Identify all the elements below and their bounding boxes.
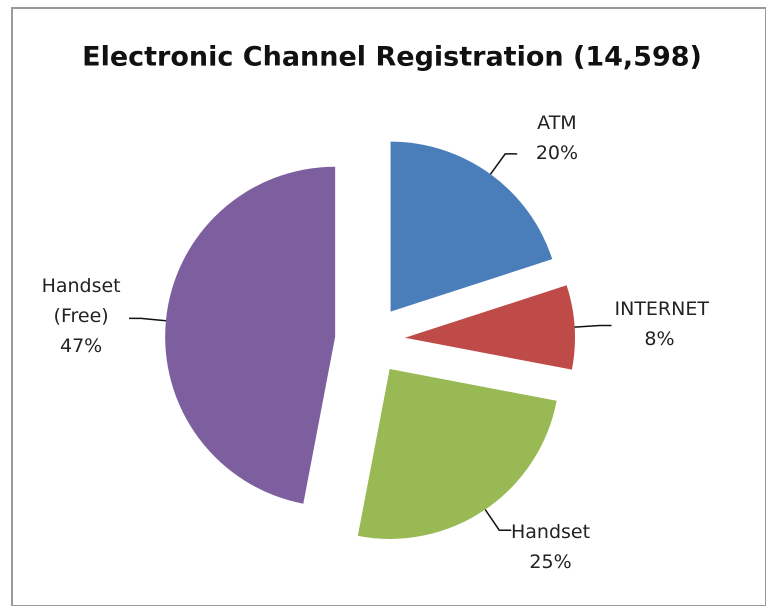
leader-line [489,153,518,175]
pie-slice [165,166,336,504]
category-label: Handset [510,520,591,543]
value-label: 20% [535,141,579,164]
chart-title: Electronic Channel Registration (14,598) [82,42,702,73]
value-label: 47% [59,335,103,358]
leader-line [574,324,612,328]
data-label: Handset (Free) 47% [21,271,141,361]
value-label: 25% [529,550,572,573]
category-label: ATM [537,111,577,134]
pie-slice [390,141,553,312]
value-label: 8% [644,328,675,351]
category-label: INTERNET [614,298,709,321]
pie-slice [404,285,575,370]
data-label: ATM 20% [497,108,617,168]
category-label: Handset (Free) [41,275,121,328]
data-label: INTERNET 8% [600,294,720,354]
pie-slice [357,368,557,539]
leader-line [129,317,166,322]
leader-line [484,509,512,531]
data-label: Handset 25% [491,517,611,577]
